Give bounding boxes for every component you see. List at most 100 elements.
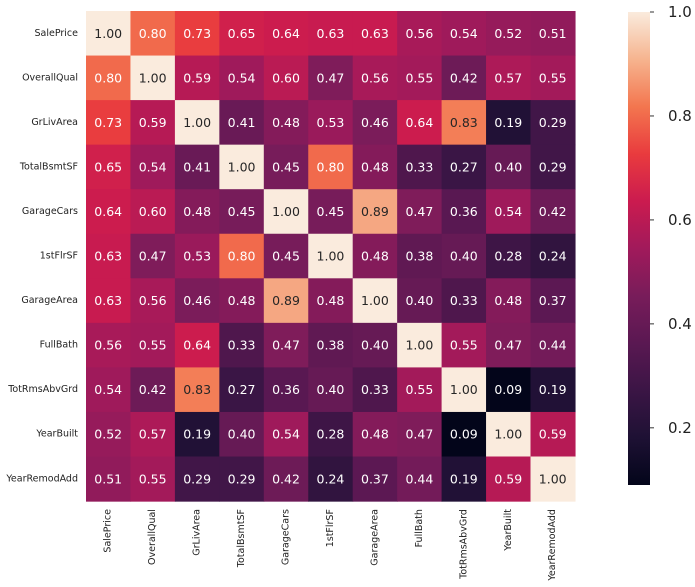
heatmap-cell <box>352 144 398 190</box>
cell-value-label: 0.19 <box>183 427 211 442</box>
row-label: SalePrice <box>34 28 78 39</box>
cell-value-label: 0.46 <box>361 115 389 130</box>
heatmap-cell <box>308 144 354 190</box>
cell-value-label: 0.73 <box>94 115 122 130</box>
cell-value-label: 0.65 <box>228 26 256 41</box>
heatmap-cell <box>352 456 398 502</box>
cell-value-label: 0.54 <box>450 26 478 41</box>
cell-value-label: 1.00 <box>539 471 567 486</box>
heatmap-cell <box>397 189 443 235</box>
cell-value-label: 0.37 <box>539 293 567 308</box>
heatmap-cell <box>174 100 220 146</box>
colorbar-tick-label: 0.4 <box>668 315 692 333</box>
row-label: FullBath <box>40 340 78 351</box>
cell-value-label: 0.56 <box>139 293 167 308</box>
cell-value-label: 0.52 <box>494 26 522 41</box>
heatmap-cell <box>219 367 265 413</box>
heatmap-cell <box>441 189 487 235</box>
cell-value-label: 0.40 <box>405 293 433 308</box>
cell-value-label: 1.00 <box>317 249 345 264</box>
heatmap-cell <box>397 233 443 279</box>
heatmap-cell <box>86 411 132 458</box>
heatmap-cell <box>397 100 443 146</box>
heatmap-cell <box>397 322 443 368</box>
colorbar-tick-label: 0.6 <box>668 211 692 229</box>
heatmap-cell <box>397 456 443 502</box>
cell-value-label: 0.48 <box>228 293 256 308</box>
cell-value-label: 0.54 <box>272 427 300 442</box>
heatmap-cell <box>530 233 576 279</box>
heatmap-annotations: 1.00 0.80 0.73 0.65 0.64 0.63 0.63 0.56 0.54 0.52… <box>94 26 567 486</box>
heatmap-cell <box>130 55 176 101</box>
column-label: GarageCars <box>281 509 292 565</box>
cell-value-label: 0.64 <box>183 338 211 353</box>
heatmap-cell <box>263 55 309 101</box>
cell-value-label: 0.56 <box>405 26 433 41</box>
heatmap-cell <box>130 411 176 458</box>
heatmap-cell <box>219 411 265 458</box>
cell-value-label: 0.60 <box>272 70 300 85</box>
heatmap-cell <box>352 322 398 368</box>
heatmap-cell <box>86 144 132 190</box>
heatmap-cell <box>174 322 220 368</box>
colorbar-tick-label: 0.2 <box>668 419 692 437</box>
cell-value-label: 0.48 <box>183 204 211 219</box>
cell-value-label: 0.63 <box>94 249 122 264</box>
heatmap-cell <box>441 55 487 101</box>
column-label: TotalBsmtSF <box>236 509 247 568</box>
cell-value-label: 0.47 <box>405 427 433 442</box>
cell-value-label: 0.29 <box>539 159 567 174</box>
heatmap-cell <box>352 189 398 235</box>
cell-value-label: 0.54 <box>139 159 167 174</box>
row-label: OverallQual <box>22 72 78 83</box>
cell-value-label: 0.24 <box>317 471 345 486</box>
cell-value-label: 0.80 <box>94 70 122 85</box>
heatmap-cell <box>308 411 354 458</box>
heatmap-cell <box>263 367 309 413</box>
heatmap-cell <box>86 100 132 146</box>
cell-value-label: 0.47 <box>494 338 522 353</box>
cell-value-label: 0.29 <box>183 471 211 486</box>
heatmap-cell <box>130 233 176 279</box>
heatmap-cell <box>441 367 487 413</box>
heatmap-cell <box>486 367 532 413</box>
heatmap-cell <box>86 278 132 324</box>
column-label: GrLivArea <box>192 509 203 556</box>
heatmap-cell <box>441 456 487 502</box>
heatmap-cell <box>219 322 265 368</box>
heatmap-cell <box>86 189 132 235</box>
heatmap-cell <box>263 411 309 458</box>
column-label: YearBuilt <box>503 509 514 552</box>
cell-value-label: 0.63 <box>94 293 122 308</box>
cell-value-label: 0.54 <box>228 70 256 85</box>
cell-value-label: 0.64 <box>94 204 122 219</box>
heatmap-cell <box>530 144 576 190</box>
heatmap-cell <box>86 367 132 413</box>
cell-value-label: 0.52 <box>94 427 122 442</box>
cell-value-label: 0.40 <box>317 382 345 397</box>
heatmap-cell <box>174 456 220 502</box>
heatmap-cell <box>174 411 220 458</box>
row-label: GarageArea <box>21 295 78 306</box>
heatmap-cell <box>530 411 576 458</box>
cell-value-label: 0.63 <box>317 26 345 41</box>
cell-value-label: 0.40 <box>228 427 256 442</box>
heatmap-cell <box>174 55 220 101</box>
heatmap-cell <box>308 100 354 146</box>
row-label: 1stFlrSF <box>40 251 78 262</box>
heatmap-cell <box>486 189 532 235</box>
cell-value-label: 0.73 <box>183 26 211 41</box>
cell-value-label: 0.42 <box>272 471 300 486</box>
heatmap-cell <box>530 189 576 235</box>
cell-value-label: 0.57 <box>139 427 167 442</box>
heatmap-cell <box>174 367 220 413</box>
heatmap-cell <box>308 367 354 413</box>
cell-value-label: 0.45 <box>228 204 256 219</box>
cell-value-label: 1.00 <box>361 293 389 308</box>
heatmap-cell <box>174 11 220 57</box>
row-label: GrLivArea <box>31 117 78 128</box>
heatmap-cell <box>397 278 443 324</box>
cell-value-label: 0.47 <box>317 70 345 85</box>
heatmap-cell <box>263 278 309 324</box>
heatmap-cell <box>441 322 487 368</box>
